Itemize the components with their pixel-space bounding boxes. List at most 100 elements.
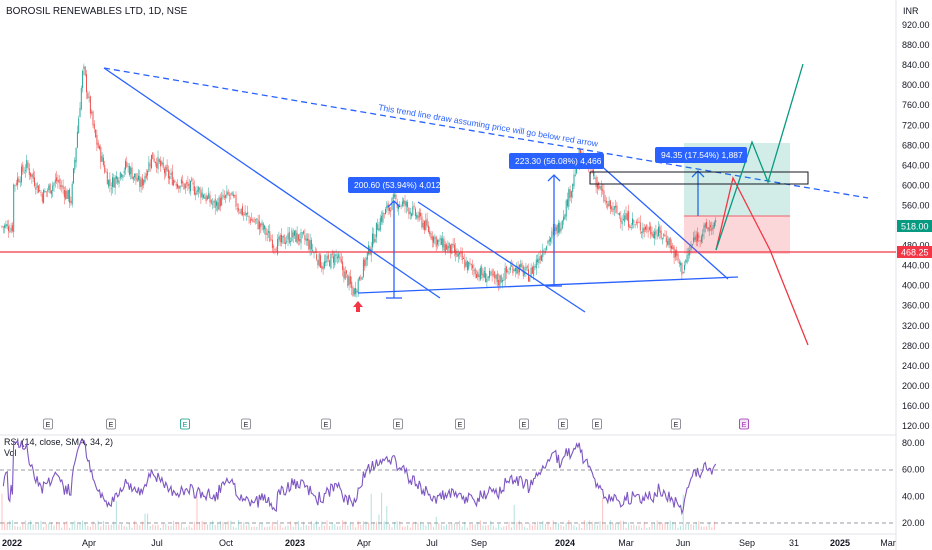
candle	[386, 201, 388, 213]
candle	[340, 253, 342, 265]
price-tick: 680.00	[902, 140, 930, 150]
time-tick: Oct	[219, 538, 234, 548]
candle	[317, 259, 319, 269]
candle	[226, 185, 228, 199]
candle	[4, 223, 6, 234]
svg-text:E: E	[742, 422, 747, 429]
candle	[141, 173, 143, 190]
earnings-event-icon[interactable]: E	[393, 418, 403, 430]
candle	[92, 110, 94, 128]
candle	[187, 175, 189, 191]
earnings-event-icon[interactable]: E	[455, 418, 465, 430]
candle	[78, 115, 80, 134]
candle	[318, 252, 320, 268]
candle	[359, 275, 360, 282]
candle	[131, 162, 133, 180]
earnings-event-icon[interactable]: E	[592, 418, 602, 430]
candle	[574, 167, 576, 177]
candle	[218, 195, 220, 211]
candle	[63, 186, 65, 205]
candle	[672, 242, 674, 250]
candle	[312, 243, 314, 253]
candle	[399, 201, 401, 207]
candle	[183, 182, 185, 191]
candle	[138, 169, 139, 182]
candle	[144, 172, 146, 184]
candle	[184, 182, 186, 194]
candle	[209, 191, 211, 207]
candle	[569, 185, 571, 202]
earnings-event-icon[interactable]: E	[180, 418, 190, 430]
candle	[667, 235, 669, 247]
candle	[110, 182, 112, 196]
earnings-event-icon[interactable]: E	[558, 418, 568, 430]
candle	[492, 268, 494, 278]
earnings-event-icon[interactable]: E	[321, 418, 331, 430]
candle	[356, 288, 358, 298]
candle	[339, 251, 341, 263]
candle	[629, 223, 631, 229]
candle	[659, 223, 661, 240]
candle	[195, 187, 197, 201]
price-tick: 400.00	[902, 281, 930, 291]
candle	[440, 235, 442, 246]
candle	[15, 179, 17, 187]
currency-label: INR	[903, 6, 919, 16]
candle	[24, 164, 26, 178]
candle	[482, 268, 484, 281]
candle	[192, 177, 194, 191]
candle	[695, 231, 697, 247]
svg-text:E: E	[674, 422, 679, 429]
time-tick: Jul	[426, 538, 438, 548]
time-tick: Apr	[82, 538, 96, 548]
price-tick: 360.00	[902, 301, 930, 311]
candle	[486, 273, 488, 289]
candle	[221, 191, 223, 207]
candle	[362, 256, 364, 279]
candle	[262, 222, 264, 233]
svg-text:E: E	[109, 422, 114, 429]
candle	[229, 191, 230, 203]
candle	[706, 218, 708, 229]
candle	[247, 205, 249, 217]
candle	[715, 217, 717, 226]
earnings-event-icon[interactable]: E	[43, 418, 53, 430]
candle	[572, 183, 574, 199]
candle	[617, 212, 619, 215]
candle	[225, 194, 227, 204]
candle	[401, 197, 403, 208]
candle	[487, 276, 489, 282]
candle	[134, 173, 136, 181]
candle	[304, 228, 306, 245]
candle	[517, 261, 519, 279]
candle	[235, 191, 237, 211]
candle	[286, 235, 288, 244]
candle	[152, 152, 154, 160]
time-tick: Mar	[618, 538, 634, 548]
candle	[193, 180, 195, 196]
candle	[346, 270, 347, 279]
candle	[295, 229, 297, 243]
time-tick: Mar	[880, 538, 896, 548]
resistance-box	[589, 171, 809, 185]
candle	[682, 271, 684, 274]
earnings-event-icon[interactable]: E	[106, 418, 116, 430]
time-axis[interactable]: 2022 Apr Jul Oct 2023 Apr Jul Sep 2024 Mar Jun Sep 3…	[2, 538, 896, 548]
candle	[563, 210, 565, 225]
candle	[664, 230, 666, 237]
candle	[123, 167, 125, 178]
candle	[316, 248, 318, 262]
earnings-event-icon[interactable]: E	[519, 418, 529, 430]
candle	[361, 276, 363, 281]
earnings-event-icon[interactable]: E	[739, 418, 749, 430]
svg-text:E: E	[324, 422, 329, 429]
earnings-event-icon[interactable]: E	[671, 418, 681, 430]
price-tick: 240.00	[902, 361, 930, 371]
candle	[156, 157, 158, 173]
time-tick: 2022	[2, 538, 22, 548]
earnings-event-icon[interactable]: E	[241, 418, 251, 430]
candle	[531, 265, 533, 275]
candle	[160, 156, 162, 172]
